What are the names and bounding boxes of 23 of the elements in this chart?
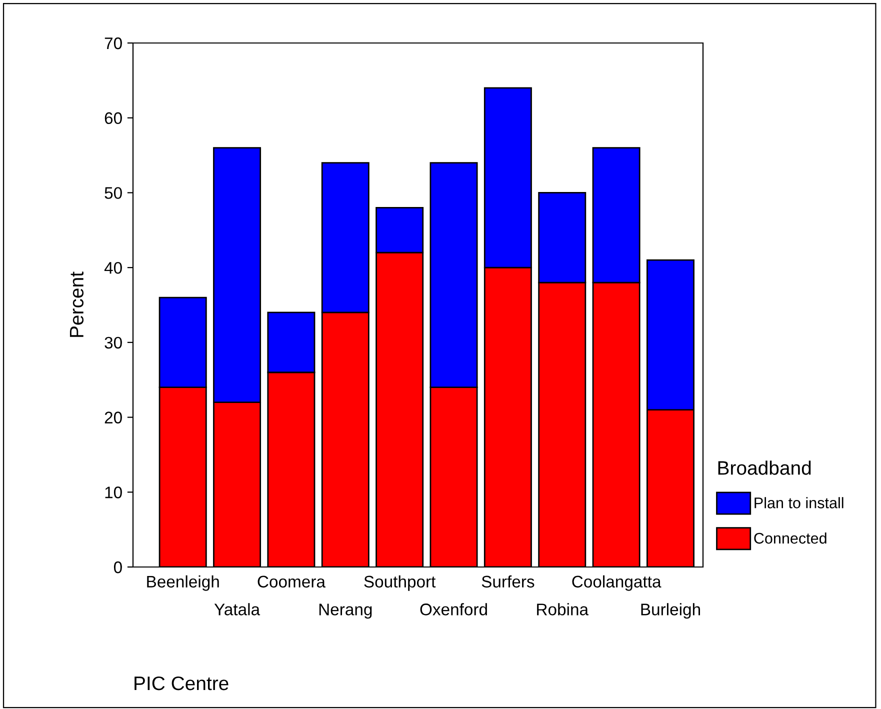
x-tick-label: Yatala — [214, 603, 260, 616]
x-axis-title: PIC Centre — [134, 676, 228, 690]
x-tick-label: Robina — [537, 603, 589, 616]
y-axis-title: Percent — [70, 272, 84, 337]
legend-label: Connected — [754, 532, 826, 544]
legend-title: Broadband — [718, 460, 811, 475]
x-tick-label: Oxenford — [420, 603, 487, 616]
x-tick-label: Coolangatta — [572, 575, 662, 591]
x-tick-label: Surfers — [482, 575, 534, 588]
x-tick-label: Nerang — [319, 604, 372, 619]
x-tick-label: Southport — [364, 575, 436, 591]
y-tick-label: 0 — [114, 561, 122, 574]
y-tick-label: 30 — [104, 336, 122, 349]
x-tick-label: Burleigh — [641, 603, 700, 619]
x-tick-label: Coomera — [258, 576, 326, 588]
y-tick-label: 40 — [104, 262, 122, 274]
y-tick-label: 70 — [104, 37, 122, 50]
legend-label: Plan to install — [754, 497, 844, 508]
y-tick-label: 10 — [105, 486, 122, 498]
y-tick-label: 60 — [104, 112, 122, 124]
y-tick-label: 50 — [104, 187, 122, 199]
x-tick-label: Beenleigh — [147, 575, 219, 591]
y-tick-label: 20 — [104, 412, 122, 424]
